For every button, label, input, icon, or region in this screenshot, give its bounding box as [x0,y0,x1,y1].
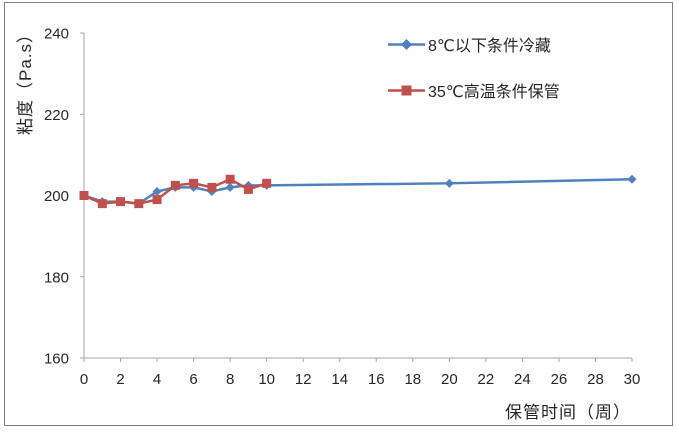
y-tick-label: 240 [44,26,69,43]
series-1 [79,174,272,209]
data-point-marker [444,178,454,188]
data-point-marker [134,199,144,209]
data-point-marker [243,184,253,194]
x-tick-label: 6 [189,371,197,388]
y-tick-label: 160 [44,351,69,368]
x-tick-label: 20 [441,371,458,388]
legend-diamond [401,38,412,50]
data-point-marker [225,182,235,192]
x-tick-label: 28 [587,371,604,388]
data-point-marker [152,195,162,205]
x-tick-label: 10 [258,371,275,388]
y-tick-label: 200 [44,188,69,205]
x-tick-label: 16 [368,371,385,388]
x-tick-label: 30 [624,371,641,388]
x-tick-label: 4 [153,371,161,388]
legend-item-high-temp: 35℃高温条件保管 [388,82,560,101]
x-tick-label: 2 [116,371,124,388]
data-point-marker [207,182,217,192]
x-tick-label: 24 [514,371,531,388]
x-tick-label: 8 [226,371,234,388]
data-point-marker [79,191,89,200]
data-point-marker [97,199,107,209]
data-point-marker [225,174,235,184]
legend-marker-diamond-icon [388,38,425,50]
legend-label-refrigerated: 8℃以下条件冷藏 [428,38,551,55]
x-tick-label: 22 [478,371,495,388]
series-0 [79,174,637,209]
data-point-marker [170,180,180,190]
y-axis-title: 粘度（Pa.s） [16,24,35,136]
legend-item-refrigerated: 8℃以下条件冷藏 [388,36,560,55]
x-tick-label: 26 [551,371,568,388]
x-tick-label: 14 [331,371,348,388]
x-tick-label: 0 [80,371,88,388]
legend-label-high-temp: 35℃高温条件保管 [428,84,560,101]
data-point-marker [627,174,637,184]
legend-marker-square-icon [388,85,425,95]
data-point-marker [116,197,126,207]
data-point-marker [152,186,162,196]
legend: 8℃以下条件冷藏 35℃高温条件保管 [388,36,560,101]
x-tick-label: 12 [295,371,312,388]
y-tick-label: 220 [44,107,69,124]
data-point-marker [262,178,272,188]
x-axis-title: 保管时间（周） [505,403,631,422]
legend-square [401,85,412,95]
data-point-marker [189,178,199,188]
x-tick-label: 18 [404,371,421,388]
y-tick-label: 180 [44,269,69,286]
